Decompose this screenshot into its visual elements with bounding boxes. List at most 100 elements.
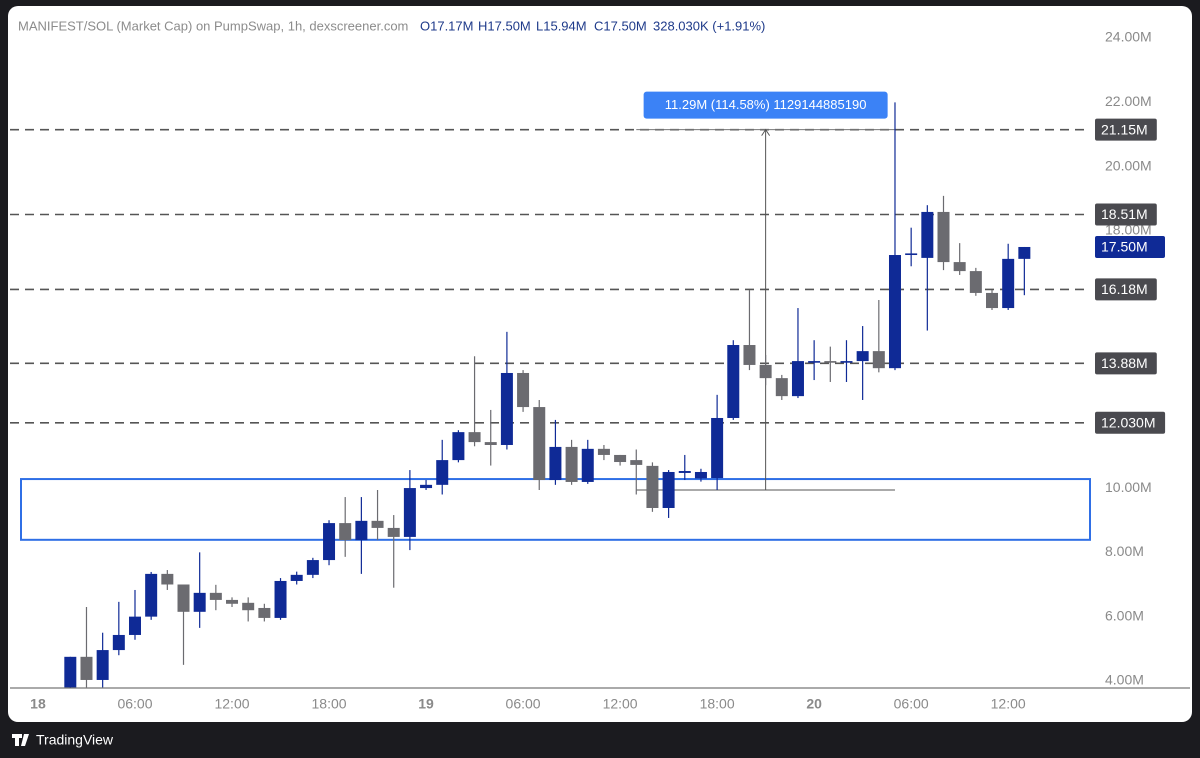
candle-body xyxy=(161,573,174,585)
candle-body xyxy=(646,465,659,508)
candle-body xyxy=(1018,246,1031,259)
candle-body xyxy=(436,460,449,485)
candle-body xyxy=(193,592,206,612)
x-tick-label: 18:00 xyxy=(312,696,347,712)
measure-label-box xyxy=(643,91,888,119)
candle-body xyxy=(258,607,271,618)
x-tick-label: 18:00 xyxy=(700,696,735,712)
level-label-box xyxy=(1095,203,1157,226)
y-tick-label: 24.00M xyxy=(1105,29,1152,45)
candle-body xyxy=(953,262,966,272)
candle-body xyxy=(840,361,853,363)
candle-body xyxy=(323,523,336,561)
level-label: 16.18M xyxy=(1101,281,1148,297)
candle-body xyxy=(678,471,691,473)
candle-body xyxy=(565,446,578,482)
last-price-box xyxy=(1095,235,1165,258)
x-tick-label: 18 xyxy=(30,696,46,712)
candle-body xyxy=(614,454,627,463)
candle-body xyxy=(80,656,93,680)
candle-body xyxy=(921,211,934,258)
y-tick-label: 10.00M xyxy=(1105,479,1152,495)
candle-body xyxy=(420,484,433,489)
candle-body xyxy=(759,364,772,379)
candle-body xyxy=(371,520,384,528)
ohlc-change: 328.030K (+1.91%) xyxy=(653,18,765,33)
x-tick-label: 19 xyxy=(418,696,434,712)
candle-body xyxy=(597,448,610,455)
y-tick-label: 18.00M xyxy=(1105,222,1152,238)
candle-body xyxy=(630,460,643,465)
y-tick-label: 8.00M xyxy=(1105,543,1144,559)
candle-body xyxy=(226,599,239,604)
candle-body xyxy=(727,345,740,418)
y-tick-label: 20.00M xyxy=(1105,157,1152,173)
candle-body xyxy=(500,372,513,445)
candle-body xyxy=(775,378,788,397)
x-tick-label: 20 xyxy=(806,696,822,712)
candle-body xyxy=(452,432,465,461)
candle-body xyxy=(96,650,109,680)
ohlc-high: H17.50M xyxy=(478,18,531,33)
candle-body xyxy=(112,634,125,651)
candle-body xyxy=(581,448,594,482)
candle-body xyxy=(533,407,546,481)
y-tick-label: 4.00M xyxy=(1105,672,1144,688)
candle-body xyxy=(856,351,869,362)
candle-body xyxy=(387,527,400,537)
candle-body xyxy=(403,488,416,537)
level-label: 21.15M xyxy=(1101,121,1148,137)
candle-body xyxy=(694,471,707,479)
candle-body xyxy=(711,417,724,479)
candle-body xyxy=(549,446,562,481)
x-tick-label: 12:00 xyxy=(603,696,638,712)
candle-body xyxy=(937,211,950,263)
level-label: 18.51M xyxy=(1101,206,1148,222)
chart-title: MANIFEST/SOL (Market Cap) on PumpSwap, 1… xyxy=(18,18,408,33)
ohlc-close: C17.50M xyxy=(594,18,647,33)
candle-body xyxy=(662,471,675,508)
plot-layer: 4.00M6.00M8.00M10.00M12.00M14.00M16.00M1… xyxy=(10,29,1190,712)
x-tick-label: 12:00 xyxy=(214,696,249,712)
candle-body xyxy=(969,271,982,293)
candle-body xyxy=(209,592,222,600)
candle-body xyxy=(986,292,999,309)
candle-body xyxy=(339,523,352,541)
level-label-box xyxy=(1095,278,1157,301)
candle-body xyxy=(468,432,481,443)
measure-arrowhead xyxy=(761,128,771,136)
candle-body xyxy=(177,584,190,612)
candle-body xyxy=(791,361,804,397)
brand-name: TradingView xyxy=(36,732,114,748)
candle-body xyxy=(1002,258,1015,309)
candle-body xyxy=(306,560,319,575)
x-tick-label: 06:00 xyxy=(506,696,541,712)
candle-body xyxy=(145,573,158,617)
candle-body xyxy=(128,616,141,635)
level-label-box xyxy=(1095,411,1166,434)
candle-body xyxy=(517,372,530,408)
x-tick-label: 06:00 xyxy=(894,696,929,712)
level-label: 12.030M xyxy=(1101,415,1155,431)
measure-label: 11.29M (114.58%) 1129144885190 xyxy=(665,97,867,112)
y-tick-label: 6.00M xyxy=(1105,607,1144,623)
candle-body xyxy=(888,255,901,369)
level-label-box xyxy=(1095,118,1157,141)
candle-body xyxy=(242,602,255,611)
candle-body xyxy=(872,351,885,369)
y-tick-label: 22.00M xyxy=(1105,93,1152,109)
candle-body xyxy=(743,345,756,365)
ohlc-open: O17.17M xyxy=(420,18,473,33)
candle-body xyxy=(905,253,918,256)
level-label: 13.88M xyxy=(1101,355,1148,371)
x-tick-label: 12:00 xyxy=(991,696,1026,712)
candle-body xyxy=(274,580,287,618)
x-tick-label: 06:00 xyxy=(117,696,152,712)
ohlc-low: L15.94M xyxy=(536,18,587,33)
candle-body xyxy=(808,361,821,363)
candle-body xyxy=(64,656,77,688)
level-label-box xyxy=(1095,352,1157,375)
candle-body xyxy=(484,442,497,445)
